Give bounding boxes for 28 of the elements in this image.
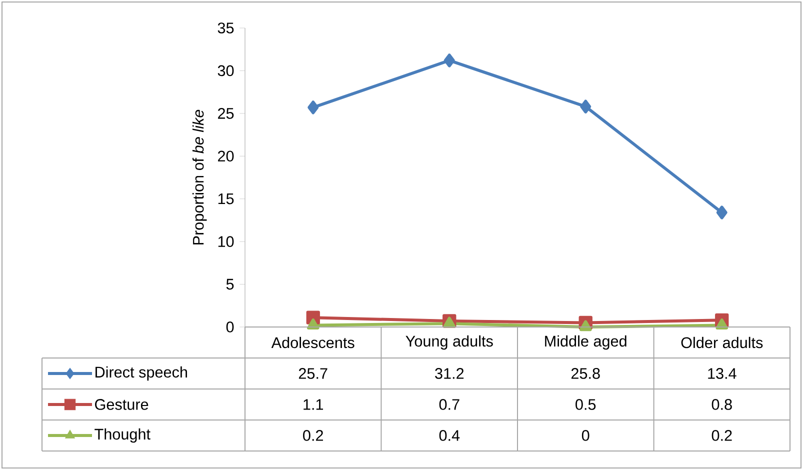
data-label: 1.1 — [304, 399, 324, 410]
data-label: 0.5 — [576, 399, 596, 410]
data-label: 0 — [582, 430, 590, 441]
y-tick-label: 25 — [218, 108, 234, 119]
x-tick-label: Adolescents — [271, 336, 354, 348]
y-tick-label: 15 — [218, 194, 234, 204]
x-tick-label: Young adults — [406, 335, 493, 350]
data-label: 0.7 — [439, 399, 460, 410]
y-tick-label: 5 — [226, 278, 234, 290]
y-axis-title: Proportion of be like — [192, 110, 207, 244]
data-label: 31.2 — [435, 368, 464, 379]
data-label: 13.4 — [708, 368, 736, 379]
y-tick-label: 20 — [218, 150, 234, 162]
y-tick-label: 10 — [218, 236, 234, 247]
data-label: 0.2 — [303, 430, 323, 441]
x-tick-label: Older adults — [681, 336, 763, 348]
data-label: 25.7 — [298, 368, 328, 379]
data-label: 25.8 — [571, 368, 600, 379]
legend-label: Direct speech — [96, 366, 187, 381]
data-label: 0.4 — [439, 430, 460, 441]
y-tick-label: 30 — [218, 65, 234, 76]
y-tick-label: 0 — [226, 322, 234, 332]
x-tick-label: Middle aged — [545, 335, 626, 350]
y-tick-label: 35 — [218, 22, 234, 34]
data-label: 0.8 — [712, 399, 732, 410]
legend-label: Gesture — [95, 399, 148, 410]
data-label: 0.2 — [712, 430, 732, 441]
legend-label: Thought — [94, 428, 150, 443]
